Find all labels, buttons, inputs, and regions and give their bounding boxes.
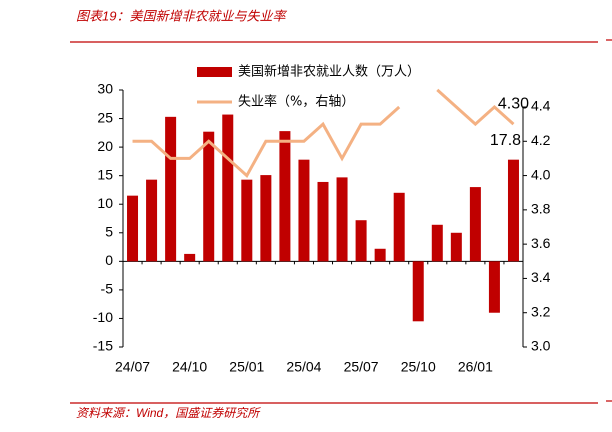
source: 资料来源：Wind，国盛证券研究所 — [76, 406, 261, 420]
y-tick-label: -10 — [93, 309, 113, 325]
x-tick-label: 24/10 — [172, 359, 207, 375]
bar — [431, 224, 443, 262]
bar — [241, 179, 253, 262]
bar — [222, 114, 234, 262]
bar — [336, 177, 348, 262]
bar — [450, 232, 462, 262]
y-tick-label: 25 — [97, 109, 113, 125]
x-tick-label: 24/07 — [115, 359, 150, 375]
bar — [184, 253, 196, 262]
bar — [260, 175, 272, 262]
y2-tick-label: 4.2 — [531, 132, 551, 148]
bar — [203, 131, 215, 262]
y2-tick-label: 4.4 — [531, 98, 551, 114]
x-tick-label: 26/01 — [458, 359, 493, 375]
y-tick-label: 15 — [97, 166, 113, 182]
bar — [146, 179, 158, 262]
bar — [412, 261, 424, 322]
chart-title: 图表19：美国新增非农就业与失业率 — [76, 8, 287, 23]
bar — [355, 220, 367, 262]
y-tick-label: -5 — [101, 281, 114, 297]
y-tick-label: 5 — [105, 223, 113, 239]
bar — [469, 187, 481, 262]
y-tick-label: 10 — [97, 195, 113, 211]
y2-tick-label: 3.4 — [531, 269, 551, 285]
y-tick-label: -15 — [93, 338, 113, 354]
y2-tick-label: 4.0 — [531, 166, 551, 182]
y-tick-label: 20 — [97, 138, 113, 154]
bar — [127, 195, 139, 262]
bar — [374, 248, 386, 262]
legend-label: 失业率（%，右轴） — [238, 94, 354, 110]
legend-label: 美国新增非农就业人数（万人） — [238, 64, 420, 80]
x-tick-label: 25/07 — [344, 359, 379, 375]
bar — [393, 192, 405, 262]
legend-swatch — [197, 67, 232, 77]
data-label: 4.30 — [498, 95, 529, 112]
y2-tick-label: 3.6 — [531, 235, 551, 251]
y2-tick-label: 3.0 — [531, 338, 551, 354]
y-tick-label: 30 — [97, 81, 113, 97]
x-tick-label: 25/04 — [286, 359, 321, 375]
bar — [279, 131, 291, 262]
bar — [488, 261, 500, 313]
bar — [165, 116, 177, 262]
line — [132, 88, 515, 178]
y2-tick-label: 3.8 — [531, 201, 551, 217]
data-label: 17.8 — [490, 132, 521, 149]
bar — [298, 159, 310, 262]
bar — [317, 181, 329, 262]
x-tick-label: 25/01 — [229, 359, 264, 375]
x-tick-label: 25/10 — [401, 359, 436, 375]
y-tick-label: 0 — [105, 252, 113, 268]
y2-tick-label: 3.2 — [531, 303, 551, 319]
bar — [507, 159, 519, 262]
